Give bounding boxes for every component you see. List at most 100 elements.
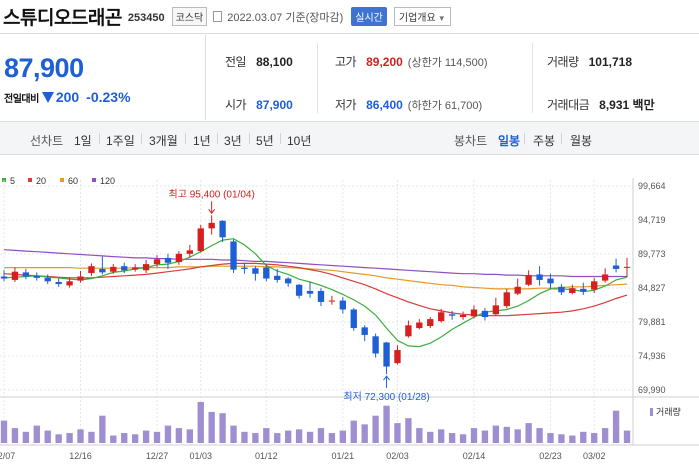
period-tab-1d[interactable]: 1일 [74,134,92,148]
candle-body [175,253,183,263]
divider [141,133,142,144]
candle-body [372,336,379,354]
candle-body [394,350,401,364]
document-icon[interactable] [213,11,223,22]
candle-body [110,266,117,272]
change-value: 200 [55,89,80,105]
stat-value: 87,900 [256,98,293,112]
volume-bar [427,431,434,443]
candle-body [219,220,226,238]
candle-body [547,278,554,284]
period-tab-3y[interactable]: 3년 [224,134,242,148]
candle-body [285,278,292,284]
candle-body [197,228,204,252]
company-info-label: 기업개요 [398,13,436,24]
x-tick-label: 03/02 [583,451,606,461]
y-tick-label: 99,664 [638,181,666,191]
market-badge: 코스닥 [171,7,208,26]
divider [280,133,281,144]
volume-bar [470,428,478,443]
volume-bar [0,420,8,443]
change-label: 전일대비 [4,93,39,105]
volume-bar [121,433,128,443]
ma20-line [3,262,628,317]
y-tick-label: 89,773 [638,249,666,259]
volume-bar [536,428,543,443]
x-tick-label: 12/07 [0,451,15,461]
volume-bar [131,434,139,443]
candle-body [601,274,609,281]
stat-label: 전일 [225,55,247,69]
divider [561,133,562,144]
x-tick-label: 02/23 [539,451,562,461]
low-arrow-head [383,375,390,381]
volume-bar [448,433,456,443]
period-tab-1w[interactable]: 1주일 [106,134,135,148]
stat-value: 89,200 [366,55,403,69]
x-tick-label: 02/14 [463,451,486,461]
legend-swatch [28,178,32,182]
y-tick-label: 74,936 [638,351,666,361]
legend-swatch [92,178,96,182]
stat-value: 8,931 백만 [599,98,655,112]
legend-label: 120 [100,176,115,186]
volume-legend-swatch [650,408,653,416]
volume-bar [274,433,281,443]
candle-body [481,310,489,318]
candle-body [580,288,587,292]
divider [249,133,250,144]
volume-bar [230,425,237,443]
candle-body [11,271,19,280]
period-bar: 선차트 1일 1주일 3개월 1년 3년 5년 10년 봉차트 일봉 주봉 월봉 [0,121,699,155]
volume-bar [372,415,379,443]
candle-tab-monthly[interactable]: 월봉 [570,134,593,148]
candle-body [208,222,215,229]
price-summary: 87,900 전일대비 200 -0.23% [0,35,206,120]
realtime-button[interactable]: 실시간 [351,7,387,26]
period-tab-5y[interactable]: 5년 [256,134,274,148]
quote-date: 2022.03.07 기준(장마감) [227,9,343,25]
candle-body [525,275,532,285]
candle-body [569,288,576,293]
candle-body [121,266,128,271]
volume-bar [55,434,62,443]
volume-bar [110,435,117,443]
candle-body [558,286,565,293]
chevron-down-icon: ▼ [437,14,446,23]
stat-label: 고가 [335,55,357,69]
volume-bar [547,433,554,443]
period-tab-10y[interactable]: 10년 [287,134,312,148]
period-tab-1y[interactable]: 1년 [193,134,211,148]
candle-chart-label: 봉차트 [454,134,488,148]
volume-bar [459,434,467,443]
candle-body [55,281,62,285]
volume-bar [99,415,106,443]
period-tab-3m[interactable]: 3개월 [149,134,178,148]
divider [185,133,186,144]
volume-bar [44,430,51,443]
price-change: 전일대비 200 -0.23% [4,89,131,105]
y-tick-label: 84,827 [638,283,666,293]
y-tick-label: 69,990 [638,385,666,395]
candle-tab-daily[interactable]: 일봉 [498,134,521,148]
candle-body [88,266,95,274]
company-info-dropdown[interactable]: 기업개요 ▼ [393,7,451,26]
candle-body [427,319,434,326]
candle-tab-weekly[interactable]: 주봉 [533,134,556,148]
high-annotation: 최고 95,400 (01/04) [169,188,255,200]
candle-body [470,309,478,317]
low-annotation: 최저 72,300 (01/28) [343,391,429,403]
quote-date-value: 2022.03.07 [227,11,283,24]
ma120-line [3,249,627,278]
volume-bar [601,428,609,443]
volume-bar [33,425,40,443]
candle-body [459,314,467,318]
divider [99,133,100,144]
volume-bar [492,425,500,443]
candle-body [536,274,543,280]
line-chart-label: 선차트 [30,134,64,148]
divider [524,133,525,144]
candle-body [383,342,390,367]
volume-bar [88,431,95,443]
candle-body [33,275,40,278]
